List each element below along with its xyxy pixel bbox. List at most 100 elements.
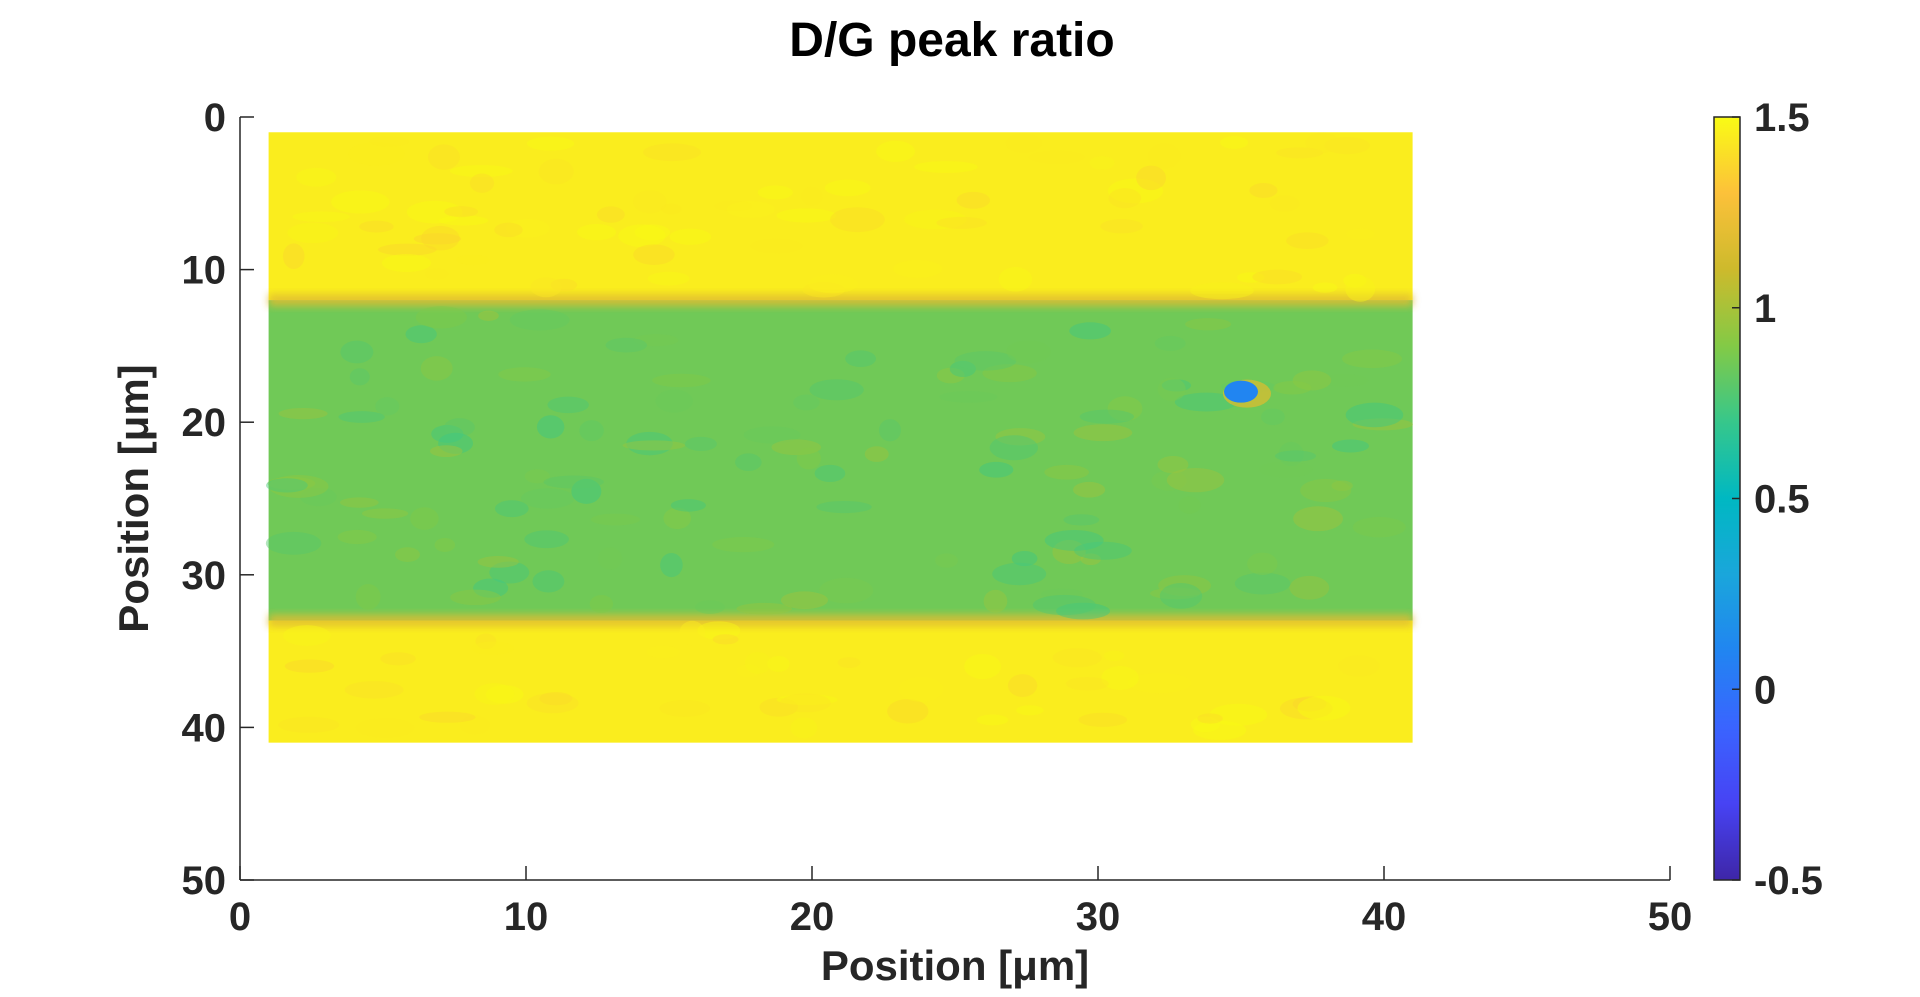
texture-blob bbox=[714, 200, 753, 212]
texture-blob bbox=[1073, 481, 1106, 498]
texture-blob bbox=[1274, 450, 1317, 462]
texture-blob bbox=[1220, 136, 1249, 149]
colorbar-scale bbox=[1713, 116, 1741, 881]
texture-blob bbox=[1074, 541, 1132, 560]
texture-blob bbox=[802, 282, 845, 298]
texture-blob bbox=[474, 683, 515, 705]
texture-blob bbox=[887, 699, 929, 724]
texture-blob bbox=[893, 260, 943, 278]
texture-blob bbox=[776, 694, 838, 706]
texture-blob bbox=[989, 435, 1038, 461]
texture-blob bbox=[830, 207, 885, 233]
texture-blob bbox=[381, 254, 432, 273]
texture-blob bbox=[824, 179, 871, 197]
texture-blob bbox=[1252, 269, 1303, 285]
texture-blob bbox=[1108, 178, 1164, 204]
texture-blob bbox=[1016, 705, 1044, 716]
texture-blob bbox=[712, 536, 775, 553]
texture-blob bbox=[1107, 396, 1143, 422]
texture-blob bbox=[1190, 716, 1220, 733]
texture-blob bbox=[375, 397, 400, 416]
colorbar-ticks: -0.5 0 0.5 1 1.5 bbox=[1732, 96, 1823, 903]
texture-blob bbox=[339, 497, 379, 508]
texture-blob bbox=[976, 714, 1009, 726]
texture-blob bbox=[1352, 418, 1413, 431]
colorbar-tick-label: 0.5 bbox=[1754, 478, 1810, 522]
texture-blob bbox=[284, 659, 335, 673]
texture-blob bbox=[421, 225, 460, 251]
texture-blob bbox=[1320, 374, 1369, 387]
axes: 0 10 20 30 40 50 0 10 20 30 40 50 bbox=[182, 96, 1693, 939]
texture-blob bbox=[876, 140, 915, 162]
texture-blob bbox=[1089, 156, 1115, 170]
texture-blob bbox=[998, 267, 1033, 292]
texture-blob bbox=[377, 243, 437, 256]
texture-blob bbox=[1056, 602, 1111, 620]
texture-blob bbox=[796, 447, 821, 470]
texture-blob bbox=[663, 507, 692, 530]
y-tick-label: 50 bbox=[182, 859, 227, 903]
colorbar: -0.5 0 0.5 1 1.5 bbox=[1713, 96, 1823, 903]
texture-blob bbox=[1305, 132, 1340, 154]
texture-blob bbox=[1103, 650, 1125, 661]
texture-blob bbox=[643, 143, 702, 162]
texture-blob bbox=[455, 254, 490, 266]
texture-blob bbox=[296, 167, 337, 187]
texture-blob bbox=[1166, 468, 1225, 493]
x-tick-label: 30 bbox=[1076, 895, 1121, 939]
texture-blob bbox=[1151, 470, 1187, 491]
texture-blob bbox=[743, 426, 801, 444]
colorbar-tick-label: -0.5 bbox=[1754, 859, 1823, 903]
texture-blob bbox=[1247, 552, 1278, 575]
texture-blob bbox=[744, 651, 772, 675]
texture-blob bbox=[1161, 379, 1192, 392]
y-axis-label: Position [μm] bbox=[110, 364, 157, 632]
chart-title: D/G peak ratio bbox=[789, 14, 1114, 67]
texture-blob bbox=[1044, 464, 1090, 480]
texture-blob bbox=[790, 717, 818, 739]
texture-blob bbox=[1073, 424, 1133, 442]
texture-blob bbox=[646, 645, 680, 659]
texture-blob bbox=[712, 634, 739, 645]
texture-blob bbox=[652, 373, 711, 388]
texture-blob bbox=[300, 487, 337, 507]
texture-blob bbox=[661, 203, 682, 215]
texture-blob bbox=[1269, 195, 1300, 212]
texture-blob bbox=[444, 418, 475, 437]
texture-blob bbox=[1345, 402, 1404, 428]
texture-blob bbox=[278, 716, 340, 733]
x-ticks: 0 10 20 30 40 50 bbox=[229, 866, 1692, 939]
texture-blob bbox=[278, 408, 328, 420]
texture-blob bbox=[670, 499, 706, 512]
texture-blob bbox=[1337, 655, 1380, 677]
texture-blob bbox=[845, 350, 877, 368]
texture-blob bbox=[1069, 322, 1112, 340]
texture-blob bbox=[1078, 712, 1128, 727]
texture-blob bbox=[1127, 672, 1192, 694]
texture-blob bbox=[331, 190, 390, 214]
texture-blob bbox=[669, 228, 712, 245]
texture-blob bbox=[956, 191, 991, 209]
texture-blob bbox=[618, 224, 666, 248]
y-tick-label: 30 bbox=[182, 554, 227, 598]
texture-blob bbox=[431, 425, 464, 443]
texture-blob bbox=[914, 161, 978, 173]
texture-blob bbox=[660, 553, 683, 578]
texture-blob bbox=[1108, 188, 1142, 209]
texture-blob bbox=[355, 584, 381, 610]
texture-blob bbox=[459, 715, 490, 735]
texture-blob bbox=[1289, 575, 1330, 600]
texture-blob bbox=[1190, 282, 1254, 300]
texture-blob bbox=[444, 206, 479, 218]
texture-blob bbox=[380, 652, 416, 666]
texture-blob bbox=[550, 278, 578, 292]
texture-blob bbox=[1234, 572, 1291, 595]
texture-blob bbox=[524, 469, 550, 484]
texture-blob bbox=[473, 578, 509, 598]
texture-blob bbox=[685, 436, 717, 451]
texture-blob bbox=[1197, 713, 1223, 724]
texture-blob bbox=[395, 547, 420, 562]
texture-blob bbox=[485, 685, 524, 704]
texture-blob bbox=[694, 600, 726, 614]
